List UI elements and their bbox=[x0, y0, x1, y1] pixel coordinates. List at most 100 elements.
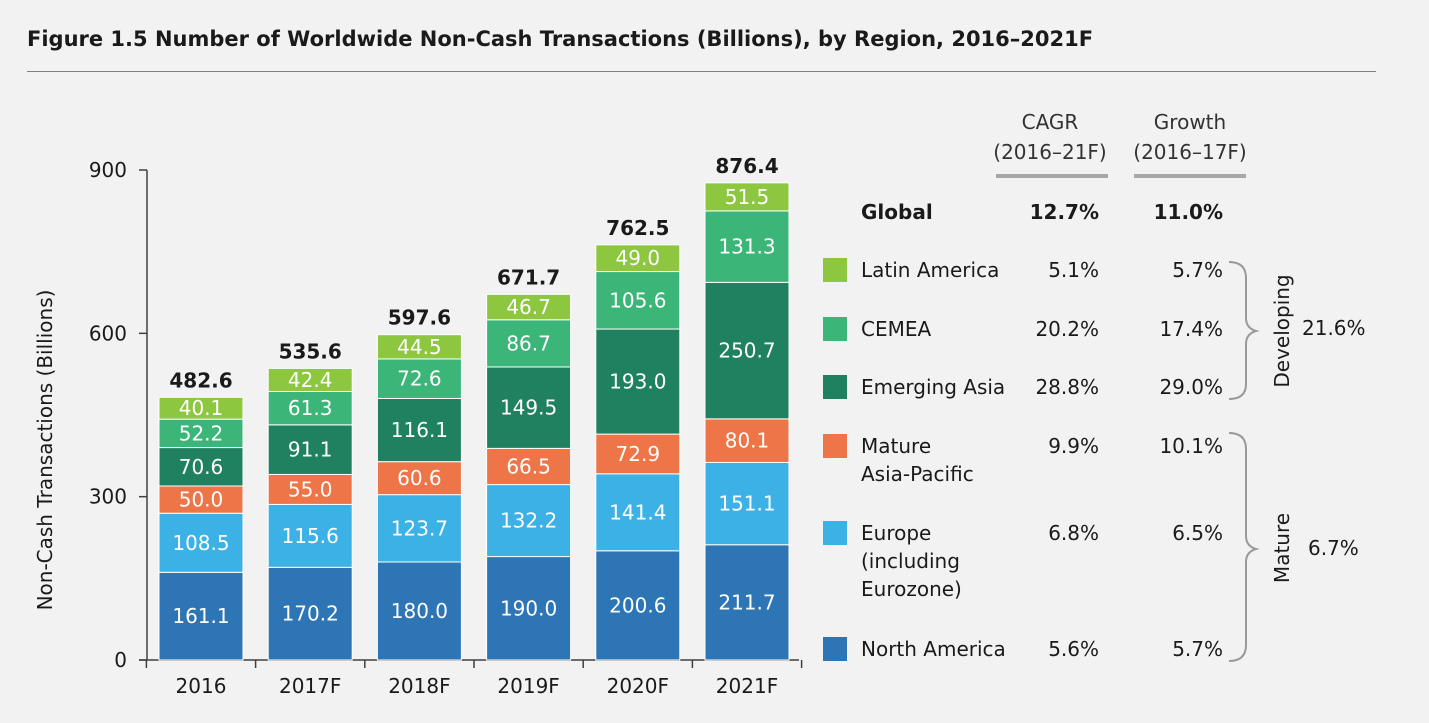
legend-swatch bbox=[823, 258, 847, 282]
legend-label: CEMEA bbox=[861, 315, 931, 343]
legend-swatch bbox=[823, 521, 847, 545]
growth-value: 29.0% bbox=[1159, 375, 1223, 399]
legend-label-line: Latin America bbox=[861, 258, 1000, 282]
cagr-value: 5.6% bbox=[1048, 637, 1099, 661]
developing-group-value: 21.6% bbox=[1302, 316, 1366, 340]
growth-value: 10.1% bbox=[1159, 434, 1223, 458]
legend-label: Latin America bbox=[861, 256, 999, 284]
bar-segment bbox=[704, 461, 790, 546]
growth-header: Growth (2016–17F) bbox=[1125, 107, 1255, 167]
x-tick-label: 2018F bbox=[388, 674, 450, 698]
x-tick-label: 2021F bbox=[716, 674, 778, 698]
growth-header-rule bbox=[1134, 174, 1246, 178]
legend-swatch bbox=[823, 434, 847, 458]
global-growth: 11.0% bbox=[1153, 200, 1223, 224]
cagr-header-line1: CAGR bbox=[1021, 110, 1079, 134]
cagr-value: 9.9% bbox=[1048, 434, 1099, 458]
legend-swatch bbox=[823, 317, 847, 341]
bar-segment bbox=[267, 566, 353, 661]
bar-segment bbox=[158, 447, 244, 487]
bar-value-label: 115.6 bbox=[282, 524, 339, 548]
legend-label: Emerging Asia bbox=[861, 373, 1005, 401]
bar-value-label: 70.6 bbox=[179, 455, 224, 479]
legend-label-line: Mature bbox=[861, 434, 932, 458]
bar-total-label: 671.7 bbox=[497, 265, 560, 289]
bar-segment bbox=[267, 367, 353, 392]
bar-value-label: 91.1 bbox=[288, 438, 333, 462]
legend-swatch bbox=[823, 637, 847, 661]
bar-value-label: 170.2 bbox=[282, 602, 339, 626]
bar-segment bbox=[158, 512, 244, 573]
bar-value-label: 61.3 bbox=[288, 396, 333, 420]
bar-segment bbox=[267, 503, 353, 568]
bar-segment bbox=[704, 281, 790, 420]
mature-group-value: 6.7% bbox=[1308, 536, 1359, 560]
growth-value: 6.5% bbox=[1172, 521, 1223, 545]
bar-segment bbox=[595, 271, 681, 330]
bar-total-label: 535.6 bbox=[279, 339, 342, 363]
bar-value-label: 161.1 bbox=[172, 604, 229, 628]
y-tick-label: 900 bbox=[89, 158, 127, 182]
bar-value-label: 105.6 bbox=[609, 288, 666, 312]
legend-swatch bbox=[823, 375, 847, 399]
bar-value-label: 108.5 bbox=[172, 531, 229, 555]
bar-segment bbox=[376, 461, 462, 496]
bar-value-label: 49.0 bbox=[616, 246, 661, 270]
legend-label-line: North America bbox=[861, 637, 1006, 661]
bar-segment bbox=[267, 390, 353, 426]
bar-segment bbox=[376, 561, 462, 661]
developing-group-label: Developing bbox=[1270, 274, 1294, 388]
bar-value-label: 40.1 bbox=[179, 396, 224, 420]
bar-value-label: 123.7 bbox=[391, 516, 448, 540]
legend-label-line: Asia-Pacific bbox=[861, 462, 974, 486]
bar-segment bbox=[376, 358, 462, 399]
x-tick-label: 2019F bbox=[497, 674, 559, 698]
bar-segment bbox=[267, 473, 353, 505]
bar-total-label: 876.4 bbox=[715, 154, 778, 178]
bar-value-label: 116.1 bbox=[391, 418, 448, 442]
growth-value: 5.7% bbox=[1172, 258, 1223, 282]
global-label: Global bbox=[861, 200, 933, 224]
bar-segment bbox=[486, 366, 572, 449]
bar-value-label: 86.7 bbox=[506, 331, 551, 355]
bar-value-label: 250.7 bbox=[718, 339, 775, 363]
bar-total-label: 597.6 bbox=[388, 306, 451, 330]
bar-segment bbox=[704, 418, 790, 463]
y-tick-label: 600 bbox=[89, 321, 127, 345]
bar-value-label: 52.2 bbox=[179, 421, 224, 445]
legend-label-line: CEMEA bbox=[861, 317, 932, 341]
bar-total-label: 762.5 bbox=[606, 216, 669, 240]
bar-value-label: 50.0 bbox=[179, 488, 224, 512]
bar-segment bbox=[486, 484, 572, 558]
bar-segment bbox=[704, 544, 790, 661]
legend-label: North America bbox=[861, 635, 1006, 663]
bar-value-label: 42.4 bbox=[288, 368, 333, 392]
mature-group-label: Mature bbox=[1270, 512, 1294, 584]
y-tick-label: 0 bbox=[114, 648, 127, 672]
bar-segment bbox=[486, 319, 572, 368]
cagr-value: 28.8% bbox=[1035, 375, 1099, 399]
bar-value-label: 151.1 bbox=[718, 492, 775, 516]
bar-value-label: 60.6 bbox=[397, 466, 442, 490]
growth-value: 17.4% bbox=[1159, 317, 1223, 341]
bar-value-label: 141.4 bbox=[609, 500, 666, 524]
bar-value-label: 131.3 bbox=[718, 235, 775, 259]
x-tick-label: 2017F bbox=[279, 674, 341, 698]
bar-value-label: 193.0 bbox=[609, 370, 666, 394]
growth-header-line2: (2016–17F) bbox=[1133, 140, 1247, 164]
cagr-value: 5.1% bbox=[1048, 258, 1099, 282]
bar-value-label: 72.9 bbox=[616, 442, 661, 466]
cagr-value: 20.2% bbox=[1035, 317, 1099, 341]
bar-segment bbox=[376, 397, 462, 463]
bar-segment bbox=[486, 556, 572, 661]
bar-value-label: 80.1 bbox=[725, 429, 770, 453]
bar-segment bbox=[158, 571, 244, 661]
x-tick-label: 2016 bbox=[176, 674, 227, 698]
legend-label-line: Eurozone) bbox=[861, 577, 962, 601]
bar-value-label: 44.5 bbox=[397, 335, 442, 359]
bar-segment bbox=[158, 485, 244, 514]
bar-segment bbox=[595, 473, 681, 552]
cagr-header: CAGR (2016–21F) bbox=[985, 107, 1115, 167]
cagr-header-rule bbox=[996, 174, 1108, 178]
